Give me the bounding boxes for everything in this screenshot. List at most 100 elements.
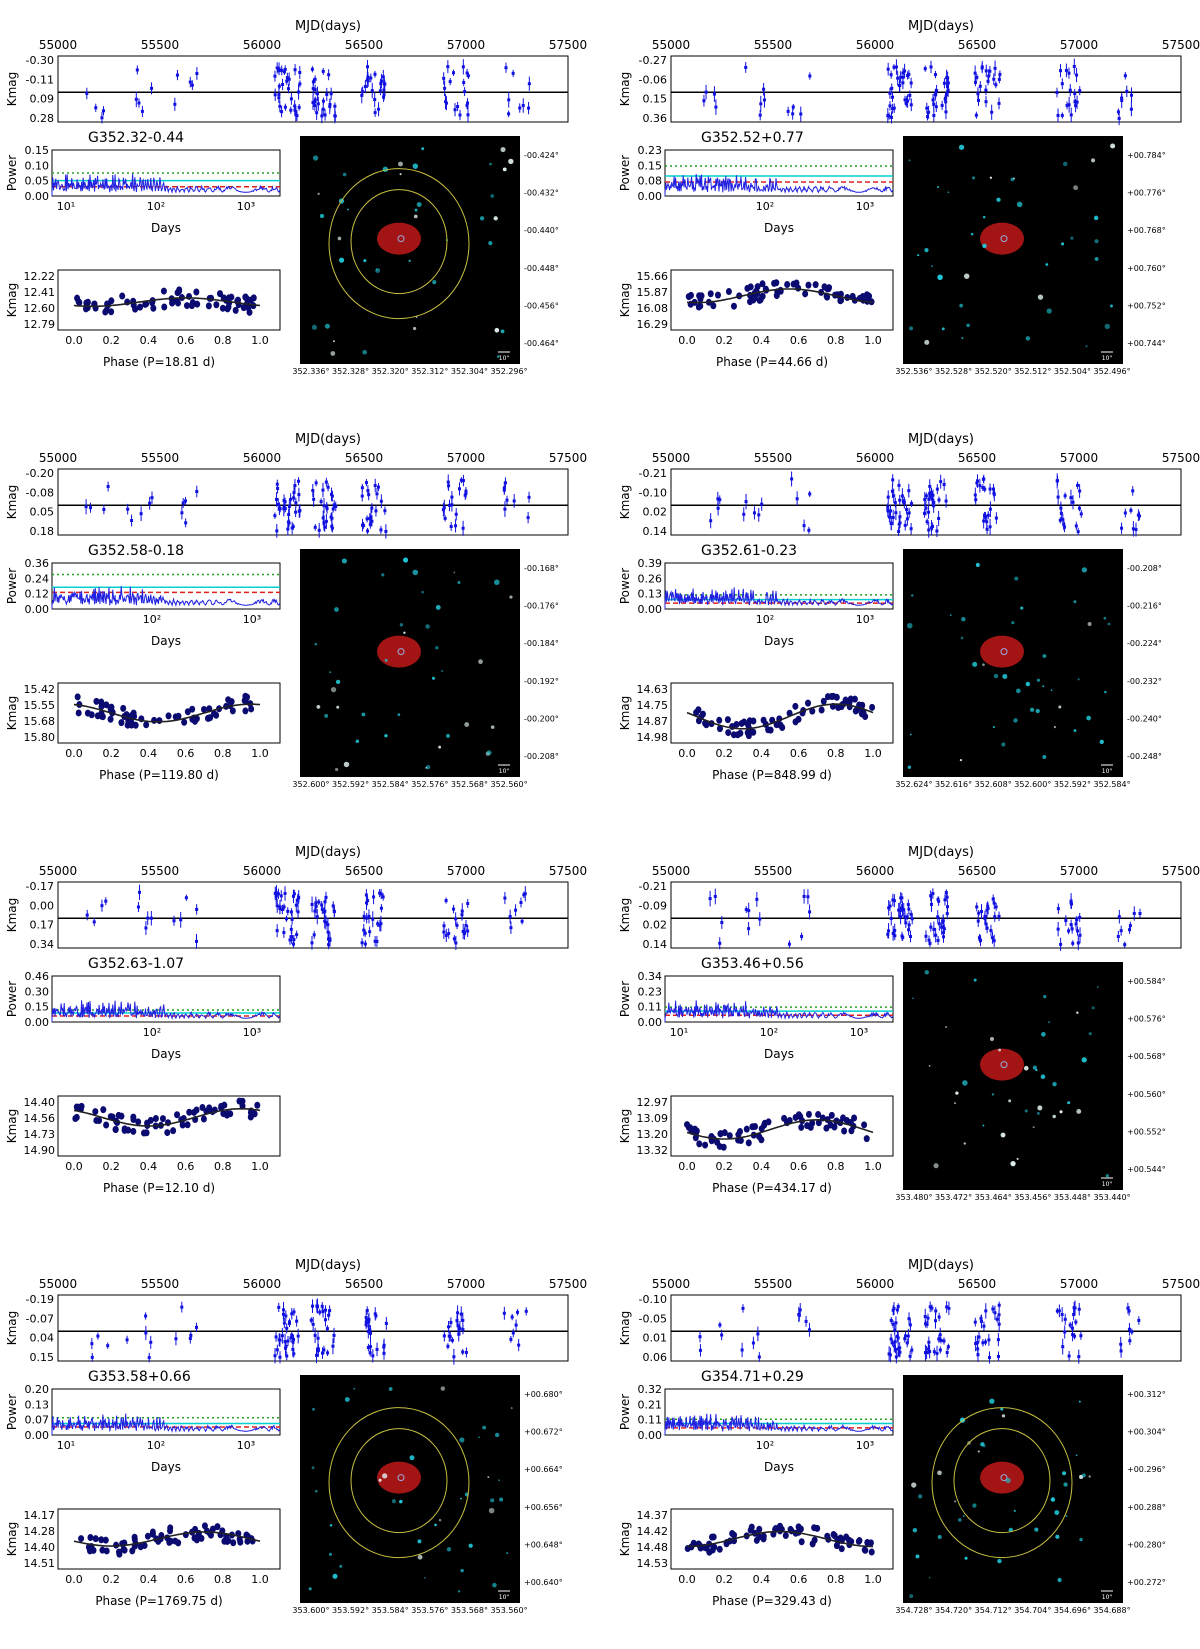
- mjd-data-point: [908, 93, 912, 97]
- mjd-data-point: [283, 105, 287, 109]
- mjd-data-point: [976, 92, 980, 96]
- dec-tick-label: +00.648°: [524, 1540, 563, 1549]
- sky-star: [1107, 622, 1111, 626]
- dec-tick-label: -00.248°: [1127, 752, 1162, 761]
- mjd-data-point: [1078, 89, 1082, 93]
- mjd-data-point: [366, 529, 370, 533]
- dec-tick-label: +00.576°: [1127, 1015, 1166, 1024]
- mjd-data-point: [899, 915, 903, 919]
- mjd-data-point: [507, 112, 511, 116]
- mjd-data-point: [144, 926, 148, 930]
- mjd-data-point: [712, 92, 716, 96]
- mjd-data-point: [939, 1338, 943, 1342]
- phase-kmag-tick-label: 12.41: [24, 286, 56, 299]
- mjd-data-point: [454, 512, 458, 516]
- mjd-data-point: [893, 1348, 897, 1352]
- phase-tick-label: 0.2: [102, 747, 120, 760]
- mjd-data-point: [718, 941, 722, 945]
- mjd-data-point: [463, 931, 467, 935]
- mjd-data-point: [981, 486, 985, 490]
- phase-data-point: [707, 290, 714, 298]
- phase-data-point: [75, 709, 82, 717]
- sky-star: [441, 670, 444, 672]
- mjd-data-point: [994, 905, 998, 909]
- mjd-data-point: [744, 65, 748, 69]
- mjd-data-point: [975, 75, 979, 79]
- mjd-data-point: [514, 908, 518, 912]
- days-tick-label: 10²: [143, 613, 161, 626]
- sky-star: [488, 241, 493, 246]
- phase-data-point: [166, 1538, 173, 1546]
- mjd-data-point: [289, 497, 293, 501]
- mjd-data-point: [188, 1337, 192, 1341]
- phase-kmag-tick-label: 14.28: [24, 1525, 56, 1538]
- mjd-data-point: [452, 937, 456, 941]
- mjd-tick-label: 56000: [243, 864, 281, 878]
- mjd-data-point: [1074, 524, 1078, 528]
- mjd-data-point: [102, 507, 106, 511]
- dec-tick-label: -00.448°: [524, 264, 559, 273]
- sky-star: [982, 1124, 985, 1127]
- ra-tick-labels: 352.336° 352.328° 352.320° 352.312° 352.…: [292, 367, 527, 376]
- mjd-data-point: [930, 497, 934, 501]
- mjd-data-point: [980, 910, 984, 914]
- phase-tick-label: 0.2: [715, 747, 733, 760]
- mjd-data-point: [294, 501, 298, 505]
- mjd-data-point: [991, 897, 995, 901]
- sky-star: [1079, 1537, 1083, 1542]
- scale-bar-label: 10": [499, 355, 510, 362]
- mjd-tick-label: 57000: [447, 864, 485, 878]
- dec-tick-label: -00.456°: [524, 301, 559, 310]
- phase-data-point: [174, 1111, 181, 1119]
- sky-star: [459, 1437, 465, 1443]
- sky-star: [1091, 158, 1096, 163]
- power-plot-frame: [51, 562, 281, 610]
- mjd-tick-label: 56500: [345, 1277, 383, 1291]
- mjd-data-point: [1068, 88, 1072, 92]
- mjd-data-point: [716, 497, 720, 501]
- days-axis-label: Days: [764, 221, 794, 235]
- mjd-data-point: [326, 485, 330, 489]
- mjd-data-point: [365, 901, 369, 905]
- mjd-data-point: [1059, 69, 1063, 73]
- mjd-data-point: [326, 1351, 330, 1355]
- phase-kmag-tick-label: 14.40: [24, 1096, 56, 1109]
- mjd-data-point: [446, 1344, 450, 1348]
- mjd-data-point: [96, 1334, 100, 1338]
- mjd-axis-label: MJD(days): [908, 432, 974, 447]
- panel-G353.58+0.66: MJD(days)55000 55500 56000 56500 57000 57500K…: [5, 1258, 587, 1615]
- mjd-data-point: [708, 897, 712, 901]
- phase-data-point: [747, 1526, 754, 1534]
- days-axis-label: Days: [764, 1047, 794, 1061]
- dec-tick-label: +00.640°: [524, 1578, 563, 1587]
- sky-star: [1059, 1110, 1063, 1114]
- mjd-data-point: [368, 930, 372, 934]
- mjd-tick-label: 55000: [39, 38, 77, 52]
- mjd-data-point: [282, 1308, 286, 1312]
- mjd-data-point: [278, 905, 282, 909]
- mjd-data-point: [923, 1315, 927, 1319]
- sky-star: [1053, 725, 1057, 729]
- mjd-data-point: [1061, 1345, 1065, 1349]
- mjd-data-point: [458, 113, 462, 117]
- mjd-tick-label: 57000: [1060, 38, 1098, 52]
- mjd-data-point: [891, 515, 895, 519]
- dec-tick-label: +00.312°: [1127, 1390, 1166, 1399]
- mjd-data-point: [942, 1339, 946, 1343]
- mjd-axis-label: MJD(days): [295, 432, 361, 447]
- mjd-data-point: [518, 106, 522, 110]
- mjd-data-point: [757, 1355, 761, 1359]
- mjd-data-point: [1117, 915, 1121, 919]
- mjd-data-point: [293, 108, 297, 112]
- mjd-data-point: [189, 1333, 193, 1337]
- mjd-kmag-tick-label: 0.14: [643, 938, 668, 951]
- days-tick-label: 10³: [243, 1026, 261, 1039]
- periodogram-curve: [664, 173, 894, 196]
- dec-tick-label: +00.584°: [1127, 977, 1166, 986]
- mjd-data-point: [891, 931, 895, 935]
- phase-data-point: [735, 1131, 742, 1139]
- mjd-data-point: [932, 113, 936, 117]
- mjd-data-point: [891, 1322, 895, 1326]
- sky-star: [998, 1048, 1002, 1052]
- sky-star: [1043, 995, 1047, 999]
